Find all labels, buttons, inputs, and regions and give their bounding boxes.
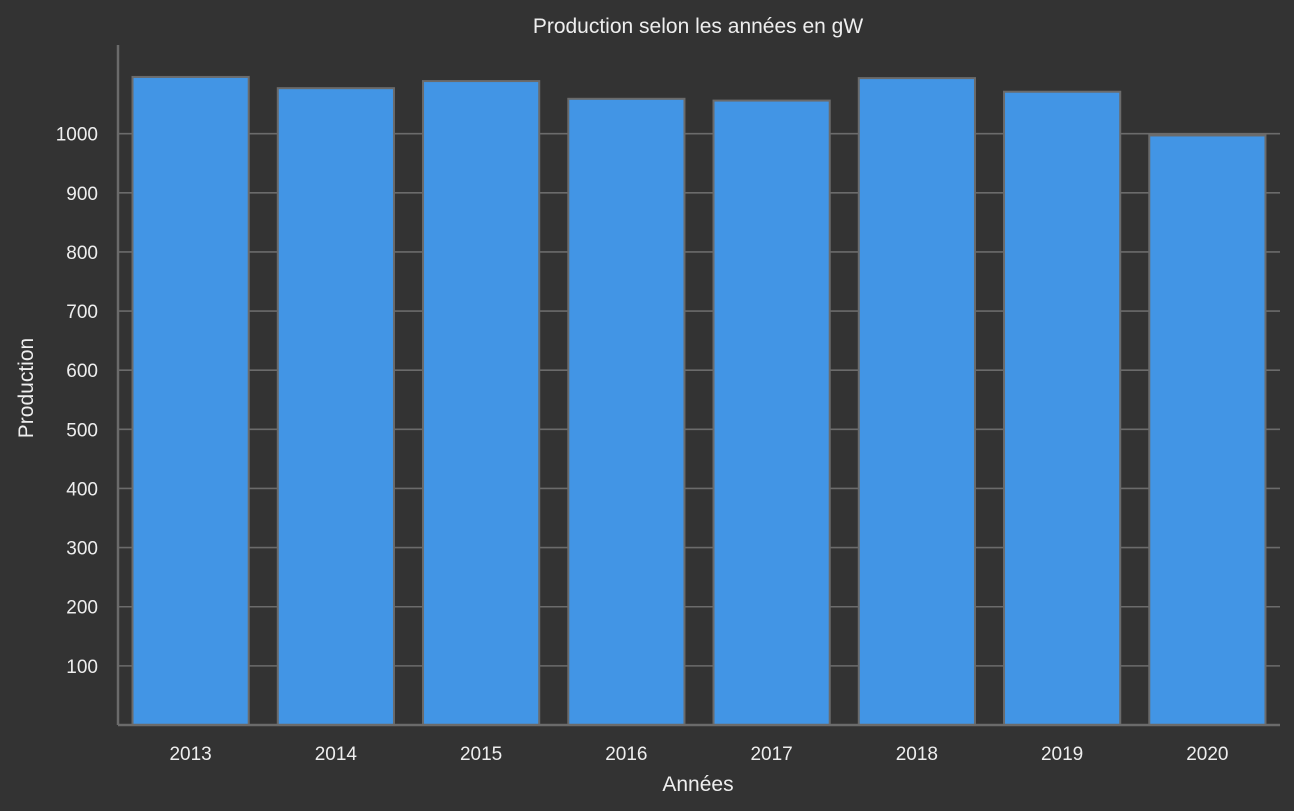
x-tick-label: 2016 xyxy=(605,744,647,765)
x-tick-label: 2017 xyxy=(750,744,792,765)
x-tick-label: 2020 xyxy=(1186,744,1228,765)
axes xyxy=(116,45,1280,727)
y-tick-labels: 100 200 300 400 500 600 700 800 900 1000 xyxy=(56,125,98,678)
y-tick-label: 700 xyxy=(66,302,98,323)
chart-title: Production selon les années en gW xyxy=(533,15,864,38)
bar-2019 xyxy=(1003,90,1122,726)
bar-2020 xyxy=(1148,134,1267,727)
y-tick-label: 400 xyxy=(66,479,98,500)
x-axis-label: Années xyxy=(662,773,733,796)
x-tick-label: 2018 xyxy=(896,744,938,765)
y-tick-label: 500 xyxy=(66,420,98,441)
y-tick-label: 1000 xyxy=(56,125,98,146)
bar-2018 xyxy=(857,77,976,727)
bars xyxy=(131,75,1267,727)
bar-2013 xyxy=(131,75,250,727)
x-tick-label: 2013 xyxy=(169,744,211,765)
x-tick-label: 2014 xyxy=(315,744,358,765)
x-tick-label: 2019 xyxy=(1041,744,1083,765)
y-axis-label: Production xyxy=(15,338,38,438)
y-tick-label: 100 xyxy=(66,657,98,678)
x-tick-label: 2015 xyxy=(460,744,502,765)
bar-2016 xyxy=(567,97,686,726)
bar-2014 xyxy=(276,87,395,726)
y-tick-label: 200 xyxy=(66,598,98,619)
y-tick-label: 900 xyxy=(66,184,98,205)
y-tick-label: 600 xyxy=(66,361,98,382)
x-tick-labels: 2013 2014 2015 2016 2017 2018 2019 2020 xyxy=(169,744,1228,765)
y-tick-label: 800 xyxy=(66,243,98,264)
bar-2017 xyxy=(712,99,831,727)
y-tick-label: 300 xyxy=(66,539,98,560)
bar-2015 xyxy=(422,80,541,726)
